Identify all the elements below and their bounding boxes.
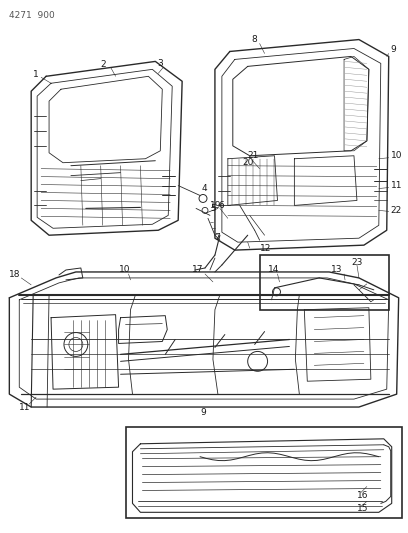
Text: 15: 15 — [357, 504, 368, 513]
Text: 12: 12 — [259, 244, 271, 253]
Text: 19: 19 — [210, 201, 222, 210]
Text: 18: 18 — [9, 270, 21, 279]
Text: 21: 21 — [248, 151, 259, 160]
Text: 4271  900: 4271 900 — [9, 11, 55, 20]
Text: 6: 6 — [218, 201, 224, 210]
Text: 5: 5 — [210, 204, 216, 213]
Text: 23: 23 — [351, 257, 362, 266]
Text: 20: 20 — [243, 158, 254, 167]
Text: 22: 22 — [391, 206, 402, 215]
Text: 7: 7 — [214, 233, 220, 241]
Bar — [259, 255, 389, 310]
Text: 11: 11 — [19, 402, 31, 411]
Text: 8: 8 — [252, 35, 257, 44]
Text: 3: 3 — [157, 59, 163, 68]
Text: 11: 11 — [391, 181, 402, 190]
Text: 16: 16 — [357, 491, 368, 500]
Bar — [126, 427, 401, 518]
Text: 17: 17 — [192, 265, 204, 274]
Text: 2: 2 — [101, 60, 106, 69]
Text: 13: 13 — [331, 265, 343, 274]
Text: 4: 4 — [202, 184, 208, 193]
Text: 1: 1 — [33, 70, 39, 79]
Text: 14: 14 — [268, 265, 279, 274]
Text: 9: 9 — [200, 408, 206, 416]
Text: 10: 10 — [119, 265, 130, 274]
Text: 9: 9 — [391, 45, 397, 54]
Text: 10: 10 — [391, 151, 402, 160]
